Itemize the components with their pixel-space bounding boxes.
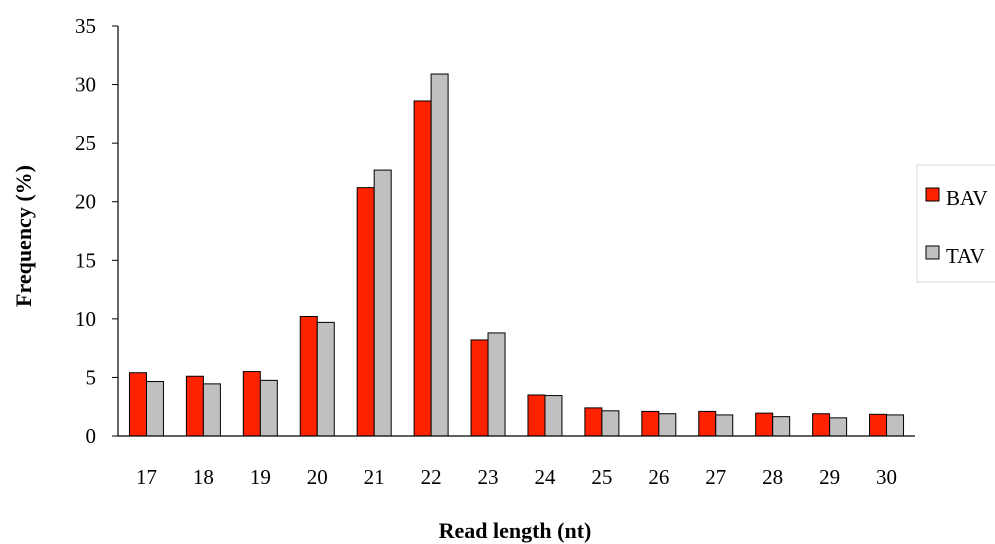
bar-bav-30 [869, 413, 888, 437]
legend-label-bav: BAV [946, 186, 988, 210]
y-tick-label: 5 [86, 365, 97, 389]
legend-swatch-bav [925, 187, 940, 202]
bar-tav-27 [715, 414, 734, 437]
bars [128, 73, 905, 437]
bar-tav-26 [658, 413, 677, 437]
bar-tav-17 [145, 381, 164, 437]
x-tick-label: 17 [136, 465, 157, 489]
y-tick-label: 20 [75, 190, 96, 214]
bar-tav-30 [886, 414, 905, 437]
x-axis-ticks: 17 18 19 20 21 22 23 24 25 26 27 28 29 30 [136, 465, 897, 489]
x-tick-label: 29 [819, 465, 840, 489]
x-tick-label: 23 [478, 465, 499, 489]
bar-tav-18 [202, 383, 221, 437]
bar-tav-23 [487, 332, 506, 437]
bar-bav-26 [641, 410, 660, 437]
bar-bav-19 [242, 371, 261, 437]
bar-tav-19 [259, 379, 278, 437]
bar-tav-24 [544, 395, 563, 437]
bar-tav-21 [373, 169, 392, 437]
x-tick-label: 25 [591, 465, 612, 489]
x-tick-label: 24 [534, 465, 556, 489]
x-tick-label: 28 [762, 465, 783, 489]
bar-bav-20 [299, 316, 318, 437]
legend: BAV TAV [916, 164, 995, 283]
y-tick-label: 35 [75, 14, 96, 38]
bar-bav-24 [527, 394, 546, 437]
bar-bav-21 [356, 187, 375, 437]
bar-bav-29 [812, 413, 831, 437]
y-tick-label: 10 [75, 307, 96, 331]
bar-bav-18 [185, 375, 204, 437]
bar-bav-23 [470, 339, 489, 437]
legend-swatch-tav [925, 245, 940, 260]
y-tick-label: 15 [75, 248, 96, 272]
bar-tav-22 [430, 73, 449, 437]
bar-bav-28 [755, 412, 774, 437]
bar-tav-25 [601, 410, 620, 437]
x-axis-title: Read length (nt) [439, 518, 592, 543]
x-tick-label: 19 [250, 465, 271, 489]
x-tick-label: 20 [307, 465, 328, 489]
legend-label-tav: TAV [946, 244, 985, 268]
x-tick-label: 18 [193, 465, 214, 489]
x-tick-label: 22 [421, 465, 442, 489]
x-tick-label: 26 [648, 465, 669, 489]
y-tick-label: 0 [86, 424, 97, 448]
x-tick-label: 30 [876, 465, 897, 489]
legend-box [916, 164, 995, 283]
y-tick-label: 25 [75, 131, 96, 155]
bar-bav-27 [698, 410, 717, 437]
bar-tav-20 [316, 321, 335, 437]
bar-tav-29 [829, 417, 848, 437]
y-axis-title: Frequency (%) [11, 165, 36, 307]
x-tick-label: 21 [364, 465, 385, 489]
bar-tav-28 [772, 416, 791, 437]
bar-bav-25 [584, 407, 603, 437]
y-axis-ticks: 0 5 10 15 20 25 30 35 [75, 14, 118, 448]
bar-bav-22 [413, 100, 432, 437]
bar-bav-17 [128, 372, 147, 437]
y-tick-label: 30 [75, 73, 96, 97]
x-tick-label: 27 [705, 465, 726, 489]
